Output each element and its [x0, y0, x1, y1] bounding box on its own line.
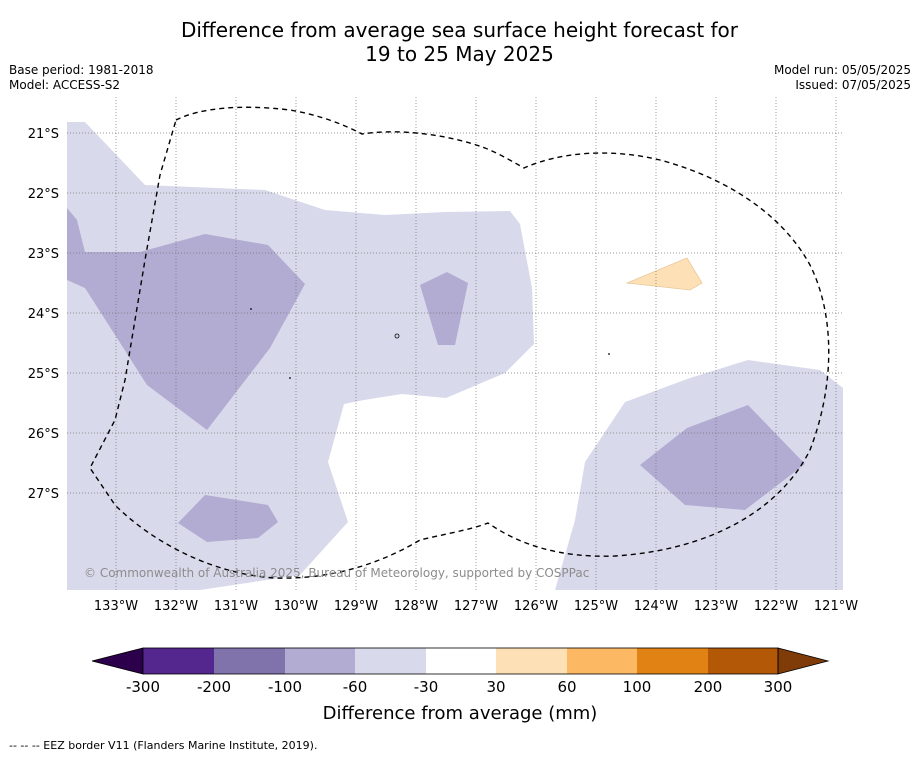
lat-label: 25°S: [28, 367, 59, 382]
metadata-left: Base period: 1981-2018 Model: ACCESS-S2: [9, 63, 154, 93]
lon-label: 132°W: [154, 599, 198, 614]
anomaly-region-mid-purple-large: [67, 208, 305, 430]
lon-label: 130°W: [274, 599, 318, 614]
colorbar: -300 -200 -100 -60 -30 30 60 100 200 300…: [91, 647, 830, 724]
latitude-labels: 21°S 22°S 23°S 24°S 25°S 26°S 27°S: [28, 127, 59, 502]
lat-label: 24°S: [28, 307, 59, 322]
lon-label: 125°W: [574, 599, 618, 614]
colorbar-tick-label: -60: [343, 678, 368, 696]
island-marker: [250, 308, 252, 310]
colorbar-segment: [496, 648, 567, 674]
colorbar-segment: [355, 648, 426, 674]
lon-label: 121°W: [814, 599, 858, 614]
colorbar-tick-label: -30: [414, 678, 439, 696]
island-marker: [608, 353, 610, 355]
colorbar-segment: [214, 648, 285, 674]
colorbar-tick-label: -300: [126, 678, 160, 696]
colorbar-segment: [285, 648, 355, 674]
lat-label: 26°S: [28, 427, 59, 442]
lon-label: 128°W: [394, 599, 438, 614]
colorbar-segment: [426, 648, 496, 674]
colorbar-tick-label: 300: [764, 678, 793, 696]
colorbar-under-arrow: [91, 647, 144, 675]
colorbar-segment: [567, 648, 637, 674]
lat-label: 27°S: [28, 487, 59, 502]
issued-date: Issued: 07/05/2025: [795, 78, 911, 92]
map-plot-area: © Commonwealth of Australia 2025, Bureau…: [67, 97, 843, 590]
lon-label: 126°W: [514, 599, 558, 614]
colorbar-ticks: -300 -200 -100 -60 -30 30 60 100 200 300: [126, 678, 792, 696]
title-line-1: Difference from average sea surface heig…: [180, 18, 739, 42]
base-period: Base period: 1981-2018: [9, 63, 154, 77]
longitude-labels: 133°W 132°W 131°W 130°W 129°W 128°W 127°…: [94, 599, 858, 614]
lon-label: 122°W: [754, 599, 798, 614]
colorbar-label: Difference from average (mm): [323, 703, 598, 724]
lat-label: 21°S: [28, 127, 59, 142]
colorbar-tick-label: 60: [557, 678, 576, 696]
colorbar-tick-label: -100: [268, 678, 302, 696]
metadata-right: Model run: 05/05/2025 Issued: 07/05/2025: [774, 63, 911, 93]
lon-label: 133°W: [94, 599, 138, 614]
copyright-text: © Commonwealth of Australia 2025, Bureau…: [84, 566, 589, 580]
anomaly-region-light-purple-west: [67, 122, 534, 590]
lon-label: 127°W: [454, 599, 498, 614]
eez-legend-note: -- -- -- EEZ border V11 (Flanders Marine…: [9, 739, 318, 752]
lat-label: 23°S: [28, 247, 59, 262]
colorbar-tick-label: -200: [197, 678, 231, 696]
colorbar-tick-label: 100: [623, 678, 652, 696]
colorbar-segment: [143, 648, 214, 674]
lon-label: 131°W: [214, 599, 258, 614]
title-line-2: 19 to 25 May 2025: [365, 42, 554, 66]
anomaly-region-mid-purple-south: [178, 495, 278, 542]
lat-label: 22°S: [28, 187, 59, 202]
graticule: [67, 97, 843, 590]
colorbar-over-arrow: [777, 647, 830, 675]
anomaly-region-mid-purple-east: [640, 405, 805, 510]
colorbar-segment: [708, 648, 778, 674]
map-title: Difference from average sea surface heig…: [0, 18, 919, 66]
lon-label: 123°W: [694, 599, 738, 614]
anomaly-region-light-orange: [625, 257, 703, 291]
colorbar-segment: [637, 648, 708, 674]
lon-label: 129°W: [334, 599, 378, 614]
lon-label: 124°W: [634, 599, 678, 614]
model-run: Model run: 05/05/2025: [773, 63, 911, 77]
colorbar-tick-label: 200: [694, 678, 723, 696]
island-marker: [289, 377, 291, 379]
colorbar-tick-label: 30: [486, 678, 505, 696]
model-name: Model: ACCESS-S2: [9, 78, 121, 92]
colorbar-frame: [142, 647, 779, 675]
anomaly-region-mid-purple-small: [420, 272, 468, 345]
island-marker: [394, 333, 400, 339]
